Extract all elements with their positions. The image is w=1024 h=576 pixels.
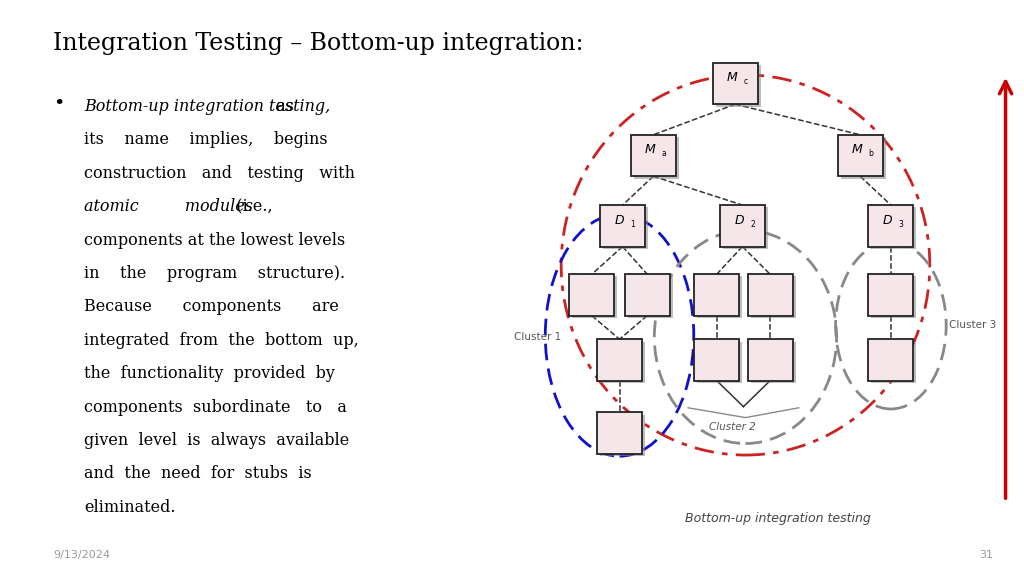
FancyBboxPatch shape	[697, 276, 742, 318]
FancyBboxPatch shape	[716, 65, 761, 107]
Text: its    name    implies,    begins: its name implies, begins	[84, 131, 328, 149]
FancyBboxPatch shape	[697, 342, 742, 383]
FancyBboxPatch shape	[569, 274, 614, 316]
Text: 9/13/2024: 9/13/2024	[53, 550, 111, 560]
Text: construction   and   testing   with: construction and testing with	[84, 165, 355, 182]
FancyBboxPatch shape	[603, 207, 648, 249]
Text: given  level  is  always  available: given level is always available	[84, 432, 349, 449]
Text: D: D	[883, 214, 893, 226]
FancyBboxPatch shape	[600, 415, 645, 456]
FancyBboxPatch shape	[748, 339, 793, 381]
Text: M: M	[727, 71, 737, 84]
Text: the  functionality  provided  by: the functionality provided by	[84, 365, 335, 382]
FancyBboxPatch shape	[751, 342, 796, 383]
FancyBboxPatch shape	[628, 276, 673, 318]
Text: 2: 2	[751, 219, 755, 229]
FancyBboxPatch shape	[600, 342, 645, 383]
Text: as: as	[271, 98, 294, 115]
FancyBboxPatch shape	[841, 137, 886, 179]
Text: Cluster 2: Cluster 2	[709, 422, 756, 431]
FancyBboxPatch shape	[572, 276, 617, 318]
Text: components at the lowest levels: components at the lowest levels	[84, 232, 345, 249]
Text: Cluster 3: Cluster 3	[949, 320, 996, 331]
Text: 31: 31	[979, 550, 993, 560]
Text: Because      components      are: Because components are	[84, 298, 339, 316]
Text: c: c	[743, 77, 748, 86]
Text: M: M	[645, 143, 655, 156]
Text: Bottom-up integration testing,: Bottom-up integration testing,	[84, 98, 330, 115]
Text: a: a	[662, 149, 666, 158]
FancyBboxPatch shape	[871, 276, 916, 318]
Text: D: D	[734, 214, 744, 226]
Text: 3: 3	[899, 219, 903, 229]
Text: Integration Testing – Bottom-up integration:: Integration Testing – Bottom-up integrat…	[53, 32, 584, 55]
FancyBboxPatch shape	[625, 274, 670, 316]
FancyBboxPatch shape	[748, 274, 793, 316]
Text: integrated  from  the  bottom  up,: integrated from the bottom up,	[84, 332, 358, 349]
Text: (i.e.,: (i.e.,	[221, 198, 273, 215]
FancyBboxPatch shape	[694, 339, 739, 381]
Text: Cluster 1: Cluster 1	[514, 332, 561, 342]
Text: components  subordinate   to   a: components subordinate to a	[84, 399, 347, 416]
FancyBboxPatch shape	[600, 205, 645, 247]
Text: in    the    program    structure).: in the program structure).	[84, 265, 345, 282]
FancyBboxPatch shape	[720, 205, 765, 247]
Text: and  the  need  for  stubs  is: and the need for stubs is	[84, 465, 311, 483]
Text: b: b	[868, 149, 872, 158]
FancyBboxPatch shape	[751, 276, 796, 318]
FancyBboxPatch shape	[597, 339, 642, 381]
Text: 1: 1	[631, 219, 635, 229]
FancyBboxPatch shape	[871, 207, 916, 249]
FancyBboxPatch shape	[723, 207, 768, 249]
FancyBboxPatch shape	[713, 63, 758, 104]
Text: M: M	[852, 143, 862, 156]
Text: eliminated.: eliminated.	[84, 499, 175, 516]
FancyBboxPatch shape	[868, 339, 913, 381]
FancyBboxPatch shape	[634, 137, 679, 179]
Text: •: •	[53, 95, 65, 113]
FancyBboxPatch shape	[868, 274, 913, 316]
FancyBboxPatch shape	[838, 135, 883, 176]
Text: Bottom-up integration testing: Bottom-up integration testing	[685, 512, 871, 525]
FancyBboxPatch shape	[694, 274, 739, 316]
FancyBboxPatch shape	[871, 342, 916, 383]
FancyBboxPatch shape	[631, 135, 676, 176]
FancyBboxPatch shape	[868, 205, 913, 247]
Text: D: D	[614, 214, 625, 226]
FancyBboxPatch shape	[597, 412, 642, 454]
Text: atomic         modules: atomic modules	[84, 198, 253, 215]
